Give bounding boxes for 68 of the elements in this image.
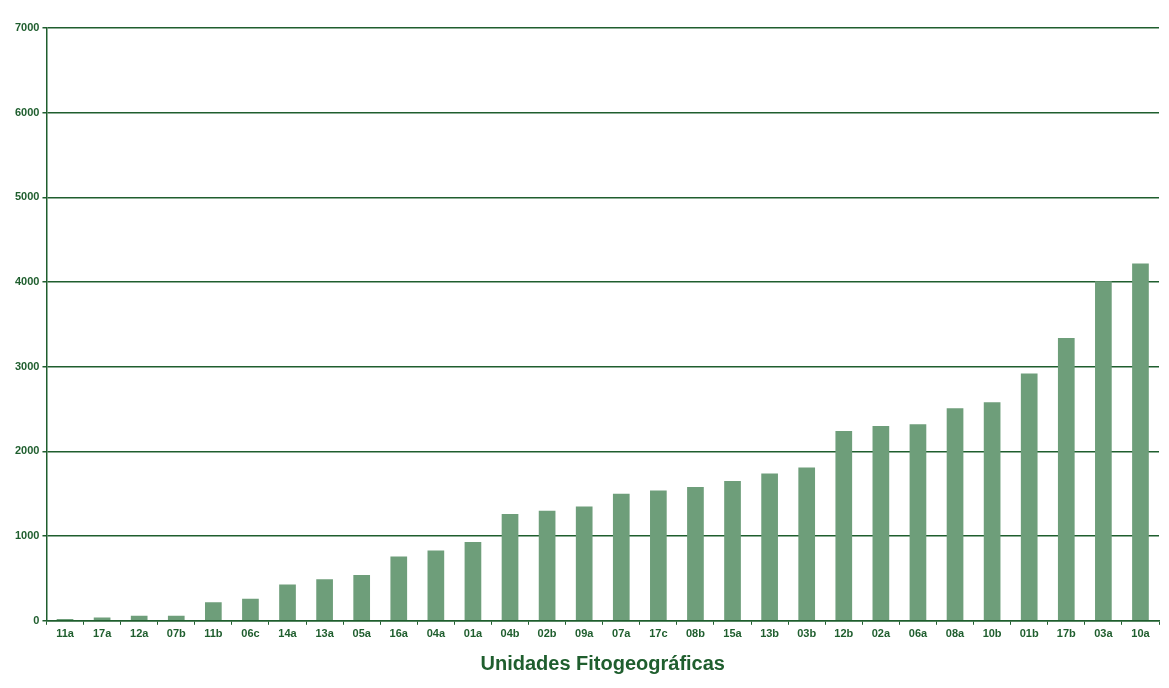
bar <box>724 481 741 621</box>
x-tick-label: 02b <box>537 627 557 640</box>
x-tick-label: 04b <box>500 627 520 640</box>
bar <box>650 490 667 621</box>
bar <box>464 542 482 621</box>
bar <box>390 556 408 621</box>
x-tick-label: 07a <box>612 627 632 640</box>
bar <box>242 598 259 621</box>
bar <box>205 602 222 621</box>
bar <box>538 510 556 621</box>
bar <box>909 424 927 621</box>
x-tick-label: 16a <box>389 627 409 640</box>
x-tick-label: 08b <box>685 627 706 640</box>
y-tick-label: 2000 <box>14 444 40 457</box>
bar <box>983 402 1001 621</box>
x-tick-label: 06a <box>908 627 929 640</box>
x-tick-label: 13a <box>315 627 335 640</box>
bar <box>1132 263 1149 621</box>
x-tick-label: 12a <box>130 627 150 640</box>
bar <box>798 467 816 621</box>
x-tick-label: 10a <box>1131 627 1151 640</box>
y-tick-label: 1000 <box>14 529 40 542</box>
y-tick-label: 3000 <box>14 359 40 372</box>
x-tick-label: 15a <box>723 627 743 640</box>
x-tick-label: 07b <box>166 627 187 640</box>
bar <box>612 493 630 621</box>
x-tick-label: 01a <box>463 627 483 640</box>
y-tick-label: 7000 <box>14 21 40 34</box>
x-tick-label: 01b <box>1019 627 1039 640</box>
y-tick-label: 0 <box>33 613 40 626</box>
x-tick-label: 17a <box>92 627 113 640</box>
x-tick-label: 03a <box>1094 627 1114 640</box>
x-tick-label: 11b <box>204 627 223 640</box>
bar <box>761 473 778 621</box>
bar <box>93 617 111 621</box>
x-tick-label: 13b <box>760 627 780 640</box>
bar <box>167 615 185 621</box>
bar <box>130 615 148 621</box>
bar <box>575 506 593 621</box>
x-tick-label: 12b <box>834 627 854 640</box>
y-tick-label: 5000 <box>14 190 40 203</box>
bar <box>279 584 296 621</box>
bar <box>835 431 853 621</box>
bar <box>872 426 890 621</box>
bar <box>1095 281 1112 621</box>
bar <box>353 575 371 621</box>
x-tick-label: 17c <box>649 627 668 640</box>
y-tick-label: 4000 <box>14 275 40 288</box>
x-tick-label: 14a <box>278 627 298 640</box>
bar <box>946 408 964 621</box>
y-tick-label: 6000 <box>14 105 40 118</box>
bar <box>1057 337 1075 621</box>
x-tick-label: 05a <box>352 627 372 640</box>
bar <box>427 550 445 621</box>
x-tick-label: 08a <box>945 627 966 640</box>
x-tick-label: 10b <box>982 627 1002 640</box>
bar <box>687 487 704 621</box>
x-tick-label: 03b <box>797 627 817 640</box>
bar <box>1020 373 1038 621</box>
bar <box>316 579 333 621</box>
x-tick-label: 09a <box>575 627 595 640</box>
x-tick-label: 02a <box>871 627 891 640</box>
x-tick-label: 06c <box>241 627 260 640</box>
x-tick-label: 17b <box>1056 627 1077 640</box>
x-tick-label: 04a <box>426 627 446 640</box>
x-axis-title: Unidades Fitogeográficas <box>480 651 725 674</box>
x-tick-label: 11a <box>56 627 75 640</box>
bar <box>501 514 519 621</box>
